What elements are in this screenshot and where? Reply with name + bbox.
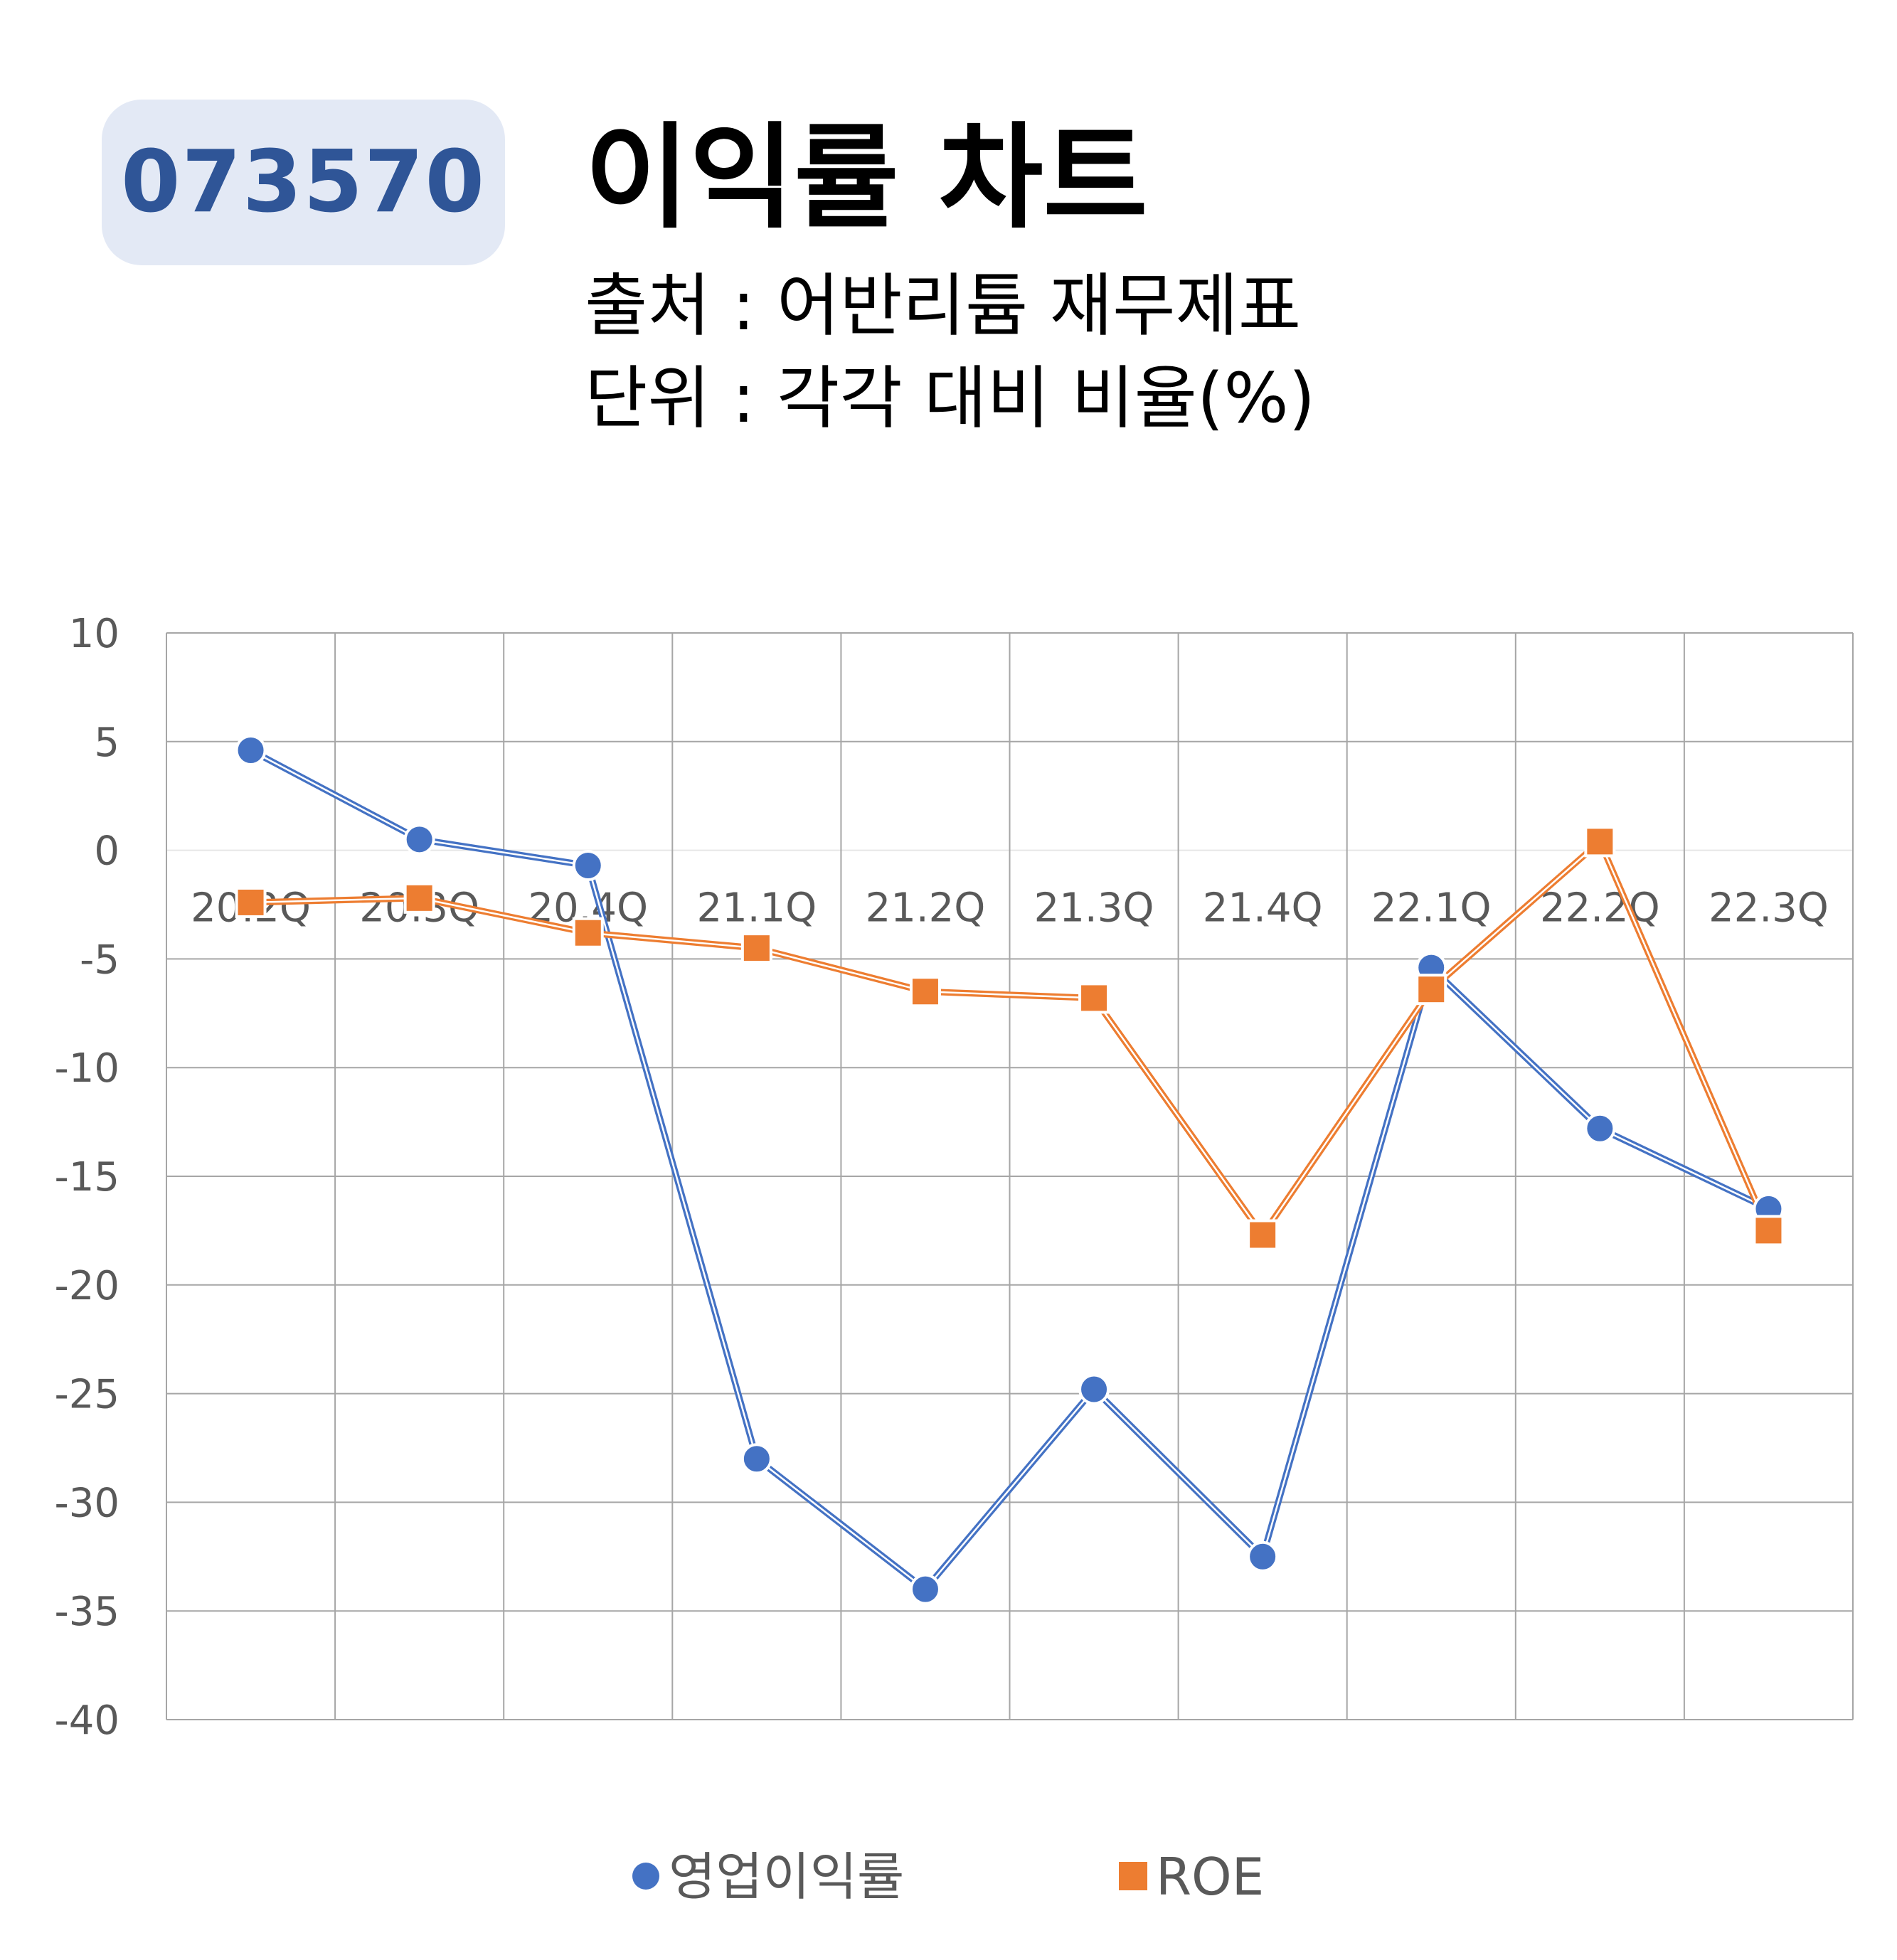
data-point-operating-margin bbox=[1584, 1112, 1616, 1144]
y-tick-label: -30 bbox=[55, 1480, 119, 1526]
x-tick-label: 21.4Q bbox=[1203, 885, 1323, 932]
data-point-operating-margin bbox=[740, 1443, 772, 1475]
chart-legend: 영업이익률 ROE bbox=[632, 1847, 1264, 1907]
series-lines bbox=[249, 747, 1772, 1593]
data-point-roe bbox=[1584, 826, 1616, 858]
stock-code-badge: 073570 bbox=[102, 100, 505, 265]
data-point-operating-margin bbox=[403, 824, 435, 856]
series-markers bbox=[235, 735, 1785, 1605]
data-point-operating-margin bbox=[909, 1573, 941, 1605]
chart-title: 이익률 차트 bbox=[585, 111, 1148, 244]
x-tick-label: 22.3Q bbox=[1709, 885, 1829, 932]
data-point-roe bbox=[1247, 1219, 1279, 1251]
data-point-roe bbox=[909, 976, 941, 1008]
data-point-operating-margin bbox=[1078, 1373, 1110, 1405]
y-tick-label: 10 bbox=[69, 611, 119, 657]
data-point-roe bbox=[572, 917, 604, 949]
data-point-operating-margin bbox=[572, 849, 604, 881]
y-tick-label: -5 bbox=[80, 937, 119, 983]
y-tick-label: -15 bbox=[55, 1154, 119, 1200]
data-point-roe bbox=[1753, 1215, 1785, 1247]
data-point-roe bbox=[1415, 974, 1447, 1006]
x-tick-label: 21.2Q bbox=[866, 885, 986, 932]
y-axis-ticks: 10 5 0 -5 -10 -15 -20 -25 -30 -35 -40 bbox=[55, 611, 119, 1744]
legend-label-operating-margin: 영업이익률 bbox=[669, 1847, 904, 1907]
data-point-roe bbox=[235, 886, 267, 918]
legend-label-roe: ROE bbox=[1156, 1847, 1264, 1907]
y-tick-label: 5 bbox=[94, 720, 119, 766]
data-point-roe bbox=[403, 882, 435, 914]
chart-source: 출처 : 어반리튬 재무제표 bbox=[585, 266, 1302, 346]
data-point-roe bbox=[1078, 982, 1110, 1014]
stock-code: 073570 bbox=[121, 133, 486, 232]
y-tick-label: 0 bbox=[94, 829, 119, 875]
y-tick-label: -35 bbox=[55, 1589, 119, 1635]
legend-marker-operating-margin bbox=[632, 1863, 659, 1890]
y-tick-label: -20 bbox=[55, 1263, 119, 1309]
chart-grid bbox=[166, 632, 1854, 1720]
legend-marker-roe bbox=[1119, 1862, 1147, 1890]
data-point-operating-margin bbox=[1247, 1540, 1279, 1572]
data-point-roe bbox=[740, 932, 772, 964]
series-line-highlight bbox=[250, 841, 1770, 1236]
x-tick-label: 22.1Q bbox=[1371, 885, 1492, 932]
x-tick-label: 21.1Q bbox=[696, 885, 817, 932]
y-tick-label: -25 bbox=[55, 1372, 119, 1418]
data-point-operating-margin bbox=[235, 735, 267, 767]
x-tick-label: 21.3Q bbox=[1034, 885, 1154, 932]
series-line-highlight bbox=[250, 749, 1769, 1590]
chart-unit: 단위 : 각각 대비 비율(%) bbox=[585, 358, 1316, 438]
x-tick-label: 22.2Q bbox=[1540, 885, 1660, 932]
y-tick-label: -10 bbox=[55, 1045, 119, 1092]
y-tick-label: -40 bbox=[55, 1698, 119, 1744]
